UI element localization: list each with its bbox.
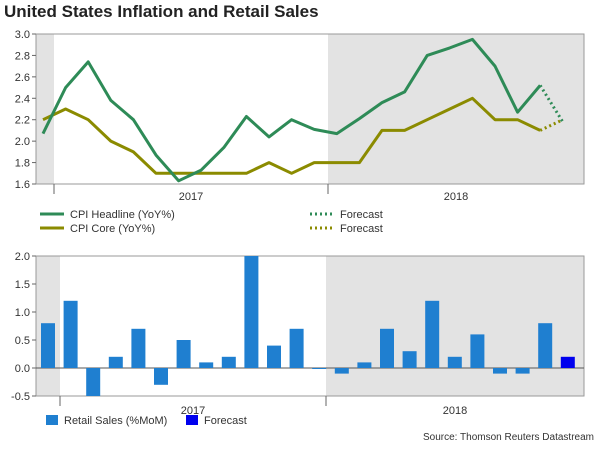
- retail-sales-bar: [221, 356, 236, 368]
- retail-sales-bar: [470, 334, 485, 368]
- shade-2018: [326, 256, 584, 396]
- retail-sales-bar: [289, 328, 304, 368]
- cpi-core-forecast-line: [539, 118, 564, 132]
- cpi-core-line: [42, 96, 541, 175]
- y-tick-label: 2.4: [15, 93, 30, 105]
- x-year-label: 2018: [443, 405, 467, 417]
- retail-sales-bar: [515, 368, 530, 374]
- retail-sales-bar: [493, 368, 507, 374]
- retail-sales-bar: [63, 300, 78, 368]
- retail-sales-bar: [244, 256, 259, 368]
- retail-sales-bar: [380, 328, 394, 368]
- retail-sales-bar: [425, 300, 440, 368]
- retail-sales-bar: [402, 351, 417, 368]
- chart-title: United States Inflation and Retail Sales: [4, 2, 319, 21]
- legend-swatch: [46, 415, 58, 425]
- y-tick-label: -0.5: [11, 391, 30, 403]
- cpi-headline-line: [41, 37, 542, 183]
- y-tick-label: 2.2: [15, 115, 30, 127]
- y-tick-label: 1.5: [15, 279, 30, 291]
- cpi-chart: 3.0 2.8 2.6 2.4 2.2 2.0 1.8 1.6 2017 2018 CPI Hea…: [15, 29, 585, 235]
- legend-label: Forecast: [340, 223, 383, 235]
- y-tick-label: 3.0: [15, 29, 30, 41]
- plot-frame: [35, 255, 585, 397]
- shade-2016: [36, 256, 60, 396]
- retail-sales-bar: [154, 368, 168, 385]
- y-tick-label: 1.8: [15, 158, 30, 170]
- retail-sales-bar: [334, 368, 349, 374]
- retail-sales-bar: [41, 323, 55, 368]
- retail-forecast-bar: [560, 356, 575, 368]
- y-tick-label: 2.6: [15, 72, 30, 84]
- x-year-label: 2017: [181, 405, 205, 417]
- y-tick-label: 2.0: [15, 136, 30, 148]
- source-note: Source: Thomson Reuters Datastream: [422, 432, 594, 443]
- shade-2016: [36, 34, 54, 184]
- legend-label: Retail Sales (%MoM): [64, 415, 167, 427]
- legend-label: CPI Headline (YoY%): [70, 209, 175, 221]
- y-tick-label: 1.0: [15, 307, 30, 319]
- legend-swatch: [186, 415, 198, 425]
- retail-sales-bar: [538, 323, 553, 368]
- shade-2018: [328, 34, 584, 184]
- plot-frame: [35, 33, 585, 185]
- retail-sales-bar: [176, 340, 191, 368]
- retail-sales-bar: [312, 368, 327, 369]
- y-tick-label: 2.0: [15, 251, 30, 263]
- legend-label: CPI Core (YoY%): [70, 223, 155, 235]
- x-year-label: 2018: [444, 191, 468, 203]
- y-tick-label: 0.5: [15, 335, 30, 347]
- x-year-label: 2017: [179, 191, 203, 203]
- y-tick-label: 1.6: [15, 179, 30, 191]
- retail-sales-bar: [267, 345, 281, 368]
- legend-label: Forecast: [204, 415, 247, 427]
- legend-label: Forecast: [340, 209, 383, 221]
- retail-sales-bar: [199, 362, 214, 368]
- y-tick-label: 0.0: [15, 363, 30, 375]
- retail-sales-bar: [108, 356, 123, 368]
- retail-sales-bar: [357, 362, 372, 368]
- cpi-headline-forecast-line: [538, 84, 565, 123]
- retail-sales-bar: [86, 368, 101, 396]
- retail-sales-bar: [447, 356, 462, 368]
- y-tick-label: 2.8: [15, 50, 30, 62]
- retail-sales-bar: [131, 328, 146, 368]
